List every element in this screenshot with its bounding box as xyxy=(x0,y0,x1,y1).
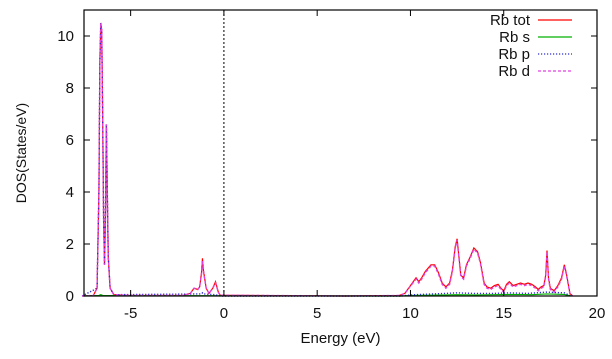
legend-label: Rb tot xyxy=(490,12,531,29)
x-tick-label: 15 xyxy=(495,305,512,322)
y-tick-label: 4 xyxy=(66,184,74,201)
x-tick-label: 10 xyxy=(402,305,419,322)
x-tick-label: -5 xyxy=(124,305,137,322)
legend-label: Rb s xyxy=(499,29,530,46)
x-tick-label: 20 xyxy=(589,305,606,322)
legend-label: Rb p xyxy=(498,46,530,63)
plot-layer xyxy=(81,22,574,297)
y-tick-label: 0 xyxy=(66,288,74,305)
y-tick-label: 2 xyxy=(66,236,74,253)
x-tick-label: 5 xyxy=(313,305,321,322)
legend-label: Rb d xyxy=(498,63,530,80)
axis-ticks: -5 0 5 10 15 20 0 2 4 6 8 10 xyxy=(57,10,605,322)
y-tick-label: 8 xyxy=(66,80,74,97)
plot-frame xyxy=(83,9,598,297)
y-tick-label: 6 xyxy=(66,132,74,149)
x-tick-label: 0 xyxy=(220,305,228,322)
y-tick-label: 10 xyxy=(57,28,74,45)
y-axis-label: DOS(States/eV) xyxy=(13,103,29,203)
x-axis-label: Energy (eV) xyxy=(300,330,380,347)
series-line-rb-s xyxy=(82,293,572,297)
